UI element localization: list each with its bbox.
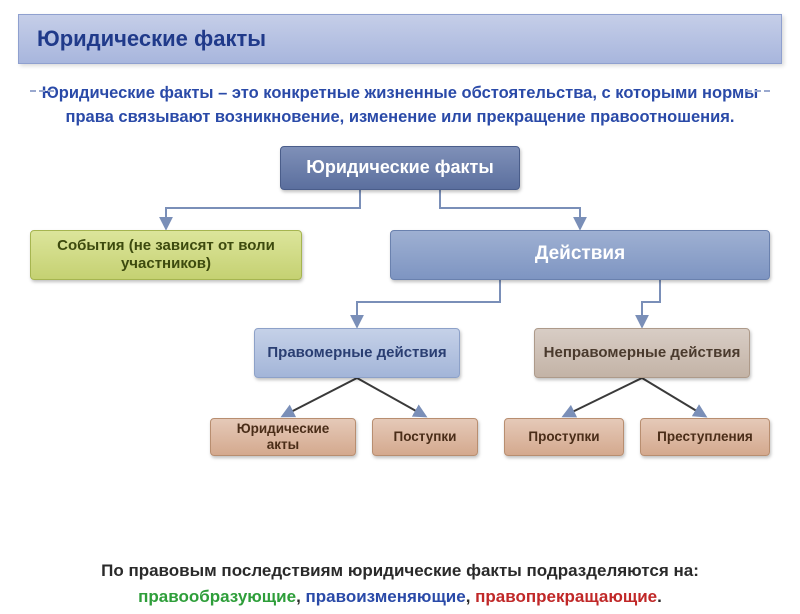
definition-block: Юридические факты – это конкретные жизне…: [36, 82, 764, 130]
node-events-label: События (не зависят от воли участников): [39, 237, 293, 273]
diagram-area: Юридические факты События (не зависят от…: [0, 142, 800, 462]
footer-terms: правообразующие, правоизменяющие, правоп…: [0, 584, 800, 610]
node-deeds-label: Поступки: [394, 429, 457, 445]
title-bar: Юридические факты: [18, 14, 782, 64]
node-crimes: Преступления: [640, 418, 770, 456]
node-root: Юридические факты: [280, 146, 520, 190]
term-end: .: [657, 587, 662, 606]
node-actions-label: Действия: [535, 243, 625, 266]
node-crimes-label: Преступления: [657, 429, 753, 445]
connectors-svg: [0, 142, 800, 462]
node-misdemeanors: Проступки: [504, 418, 624, 456]
node-unlawful: Неправомерные действия: [534, 328, 750, 378]
dash-decoration-left: [30, 90, 54, 92]
sep: ,: [296, 587, 305, 606]
node-events: События (не зависят от воли участников): [30, 230, 302, 280]
definition-text: Юридические факты – это конкретные жизне…: [42, 84, 759, 126]
dash-decoration-right: [746, 90, 770, 92]
term-terminating: правопрекращающие: [475, 587, 657, 606]
footer-text: По правовым последствиям юридические фак…: [0, 558, 800, 609]
node-actions: Действия: [390, 230, 770, 280]
term-formative: правообразующие: [138, 587, 296, 606]
node-unlawful-label: Неправомерные действия: [544, 344, 741, 362]
node-lawful: Правомерные действия: [254, 328, 460, 378]
node-deeds: Поступки: [372, 418, 478, 456]
title-text: Юридические факты: [37, 26, 266, 52]
node-misdemeanors-label: Проступки: [528, 429, 599, 445]
sep: ,: [466, 587, 475, 606]
node-legal-acts: Юридические акты: [210, 418, 356, 456]
footer-intro: По правовым последствиям юридические фак…: [0, 558, 800, 584]
node-lawful-label: Правомерные действия: [267, 344, 446, 362]
term-modifying: правоизменяющие: [306, 587, 466, 606]
node-legal-acts-label: Юридические акты: [219, 421, 347, 453]
node-root-label: Юридические факты: [306, 157, 493, 179]
